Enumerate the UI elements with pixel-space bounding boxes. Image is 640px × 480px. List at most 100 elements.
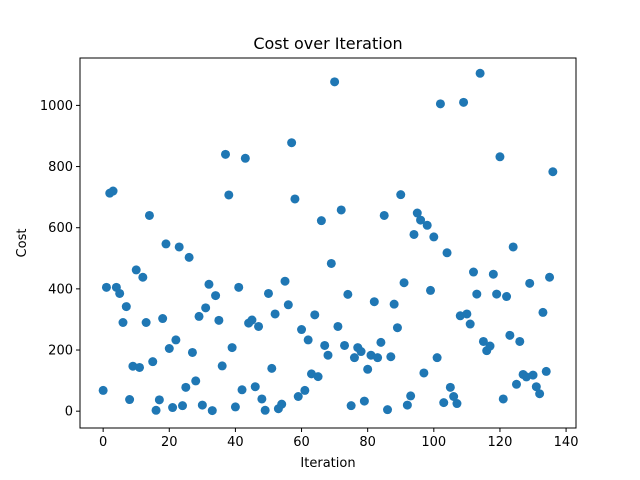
data-point [472,289,482,299]
data-point [101,282,111,292]
data-point [125,395,135,405]
data-point [531,382,541,392]
plot-frame [79,57,577,429]
data-point [409,229,419,239]
data-point [399,278,409,288]
data-point [211,291,221,301]
data-point [465,319,475,329]
data-point [310,310,320,320]
data-point [277,399,287,409]
data-point [214,315,224,325]
data-point [138,272,148,282]
data-point [369,297,379,307]
data-point [161,239,171,249]
data-point [197,400,207,410]
data-point [201,303,211,313]
data-point [545,272,555,282]
data-point [151,405,161,415]
x-tick-label: 120 [488,435,513,450]
data-point [528,370,538,380]
data-point [402,400,412,410]
data-point [148,357,158,367]
data-point [135,362,145,372]
data-point [392,323,402,333]
data-point [300,385,310,395]
data-point [478,336,488,346]
data-point [468,267,478,277]
x-tick-label: 100 [421,435,446,450]
data-point [187,347,197,357]
data-point [267,363,277,373]
data-point [383,405,393,415]
x-tick-label: 60 [293,435,310,450]
data-point [131,265,141,275]
data-point [505,330,515,340]
data-point [287,138,297,148]
data-point [207,406,217,416]
data-point [178,401,188,411]
data-point [439,398,449,408]
data-point [495,152,505,162]
data-point [426,285,436,295]
data-point [174,242,184,252]
data-point [349,353,359,363]
data-point [389,299,399,309]
data-point [406,391,416,401]
data-point [260,405,270,415]
data-point [115,288,125,298]
data-point [320,340,330,350]
data-point [121,302,131,312]
data-point [475,68,485,78]
data-point [263,288,273,298]
data-point [280,276,290,286]
data-point [227,343,237,353]
data-point [164,343,174,353]
data-point [326,258,336,268]
data-point [376,337,386,347]
data-point [515,336,525,346]
data-point [346,401,356,411]
axis-ticks: 0 20 40 60 80 100 120 140 0 200 400 600 800 1000 [40,99,579,450]
data-points [98,68,558,416]
data-point [452,399,462,409]
data-point [449,392,459,402]
data-point [316,216,326,226]
data-point [343,289,353,299]
data-point [108,186,118,196]
data-point [257,394,267,404]
data-point [462,309,472,319]
data-point [240,153,250,163]
data-point [356,347,366,357]
y-tick-label: 600 [48,221,73,236]
data-point [445,382,455,392]
data-point [508,242,518,252]
data-point [363,364,373,374]
x-tick-label: 0 [99,435,107,450]
data-point [303,335,313,345]
data-point [217,361,227,371]
data-point [359,396,369,406]
data-point [429,232,439,242]
data-point [98,385,108,395]
data-point [435,99,445,109]
data-point [416,215,426,225]
data-point [498,394,508,404]
data-point [181,382,191,392]
data-point [168,403,178,413]
data-point [511,379,521,389]
data-point [541,366,551,376]
y-tick-label: 800 [48,160,73,175]
data-point [118,318,128,328]
data-point [330,77,340,87]
data-point [333,321,343,331]
data-point [171,335,181,345]
data-point [290,194,300,204]
data-point [442,248,452,258]
data-point [412,208,422,218]
data-point [141,318,151,328]
data-point [459,97,469,107]
data-point [194,311,204,321]
data-point [525,278,535,288]
y-tick-label: 1000 [40,99,73,114]
